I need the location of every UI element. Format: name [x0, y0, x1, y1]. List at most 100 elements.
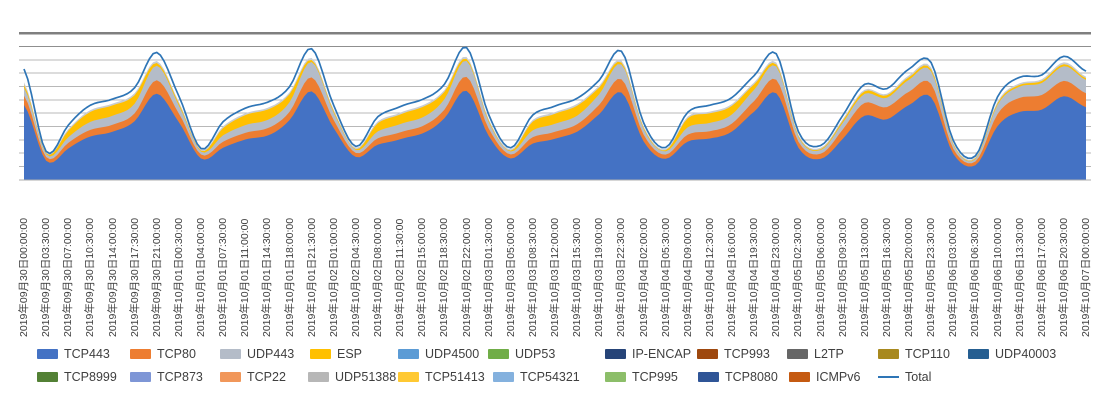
legend-label: UDP443	[247, 347, 295, 361]
x-tick-label: 2019年10月03日22:30:00	[615, 217, 628, 337]
x-tick-label: 2019年09月30日07:00:00	[62, 217, 75, 337]
legend-item-tcp8999: TCP8999	[37, 370, 117, 384]
x-tick-label: 2019年10月02日04:30:00	[349, 217, 362, 337]
stacked-areas	[24, 56, 1086, 180]
legend-color-swatch	[308, 372, 329, 382]
legend-label: TCP8080	[725, 370, 778, 384]
x-tick-label: 2019年10月03日19:00:00	[593, 217, 606, 337]
x-tick-label: 2019年10月01日18:00:00	[283, 217, 296, 337]
x-tick-label: 2019年10月02日11:30:00	[394, 218, 407, 337]
legend-color-swatch	[789, 372, 810, 382]
legend-color-swatch	[220, 349, 241, 359]
x-tick-label: 2019年10月04日23:00:00	[770, 217, 783, 337]
x-tick-label: 2019年10月03日12:00:00	[549, 217, 561, 337]
legend-label: TCP51413	[425, 370, 485, 384]
legend-item-total: Total	[878, 370, 931, 384]
legend-label: TCP22	[247, 370, 286, 384]
x-tick-label: 2019年10月04日09:00:00	[681, 217, 694, 337]
legend-item-tcp993: TCP993	[697, 347, 770, 361]
x-tick-label: 2019年10月06日03:00:00	[947, 217, 960, 337]
x-tick-label: 2019年10月04日05:30:00	[659, 217, 672, 337]
legend-item-l2tp: L2TP	[787, 347, 844, 361]
legend-color-swatch	[787, 349, 808, 359]
x-tick-label: 2019年10月07日00:00:00	[1080, 217, 1092, 337]
legend-label: TCP80	[157, 347, 196, 361]
legend-line-swatch	[878, 375, 899, 379]
legend-label: Total	[905, 370, 932, 384]
area-series-TCP443	[24, 90, 1086, 180]
legend-label: TCP54321	[520, 370, 580, 384]
legend-color-swatch	[398, 349, 419, 359]
x-tick-label: 2019年10月01日04:00:00	[195, 217, 207, 337]
legend-item-udp53: UDP53	[488, 347, 555, 361]
x-tick-label: 2019年09月30日14:00:00	[106, 217, 119, 337]
legend-color-swatch	[698, 372, 719, 382]
legend-color-swatch	[310, 349, 331, 359]
x-tick-label: 2019年09月30日00:00:00	[18, 217, 30, 337]
legend-item-tcp54321: TCP54321	[493, 370, 580, 384]
x-tick-label: 2019年10月04日16:00:00	[726, 217, 738, 337]
x-tick-label: 2019年10月04日12:30:00	[703, 217, 716, 337]
legend-label: IP-ENCAP	[632, 347, 692, 361]
x-tick-label: 2019年10月03日08:30:00	[526, 217, 539, 337]
legend-label: TCP993	[724, 347, 770, 361]
x-tick-label: 2019年09月30日10:30:00	[84, 217, 97, 337]
legend-label: ICMPv6	[816, 370, 861, 384]
x-tick-label: 2019年10月05日09:30:00	[836, 217, 849, 337]
legend-color-swatch	[220, 372, 241, 382]
legend-item-tcp443: TCP443	[37, 347, 110, 361]
x-tick-label: 2019年10月02日22:00:00	[460, 217, 473, 337]
legend-item-ip-encap: IP-ENCAP	[605, 347, 691, 361]
x-tick-label: 2019年10月01日14:30:00	[261, 217, 274, 337]
x-tick-label: 2019年10月03日05:00:00	[504, 217, 517, 337]
legend-item-udp51388: UDP51388	[308, 370, 396, 384]
legend-color-swatch	[398, 372, 419, 382]
legend-color-swatch	[488, 349, 509, 359]
x-tick-label: 2019年10月01日00:30:00	[172, 217, 185, 337]
legend-color-swatch	[605, 372, 626, 382]
x-tick-label: 2019年10月05日06:00:00	[814, 217, 827, 337]
x-tick-label: 2019年10月03日15:30:00	[571, 217, 584, 337]
x-tick-label: 2019年09月30日03:30:00	[40, 217, 53, 337]
legend-item-tcp110: TCP110	[878, 347, 950, 361]
x-tick-label: 2019年10月04日02:00:00	[637, 217, 650, 337]
legend-color-swatch	[605, 349, 626, 359]
legend-label: UDP53	[515, 347, 556, 361]
x-tick-label: 2019年10月02日15:00:00	[416, 217, 429, 337]
x-tick-label: 2019年10月01日07:30:00	[217, 217, 230, 337]
legend-color-swatch	[697, 349, 718, 359]
legend-label: UDP51388	[335, 370, 397, 384]
legend-item-udp443: UDP443	[220, 347, 294, 361]
legend-color-swatch	[878, 349, 899, 359]
legend-label: UDP40003	[995, 347, 1057, 361]
x-tick-label: 2019年09月30日21:00:00	[150, 217, 163, 337]
legend-item-tcp80: TCP80	[130, 347, 196, 361]
legend-color-swatch	[493, 372, 514, 382]
x-tick-label: 2019年10月02日01:00:00	[327, 217, 340, 337]
x-tick-label: 2019年10月04日19:30:00	[748, 217, 761, 337]
x-tick-label: 2019年10月06日20:30:00	[1057, 217, 1070, 337]
legend-item-esp: ESP	[310, 347, 362, 361]
x-tick-label: 2019年10月05日02:30:00	[792, 217, 805, 337]
legend-color-swatch	[130, 349, 151, 359]
legend-label: ESP	[337, 347, 363, 361]
x-tick-label: 2019年10月01日11:00:00	[239, 218, 252, 337]
x-tick-label: 2019年10月02日18:30:00	[438, 217, 451, 337]
legend-item-udp40003: UDP40003	[968, 347, 1056, 361]
x-tick-label: 2019年10月06日06:30:00	[969, 217, 982, 337]
x-tick-label: 2019年10月05日13:00:00	[858, 217, 871, 337]
legend-item-tcp51413: TCP51413	[398, 370, 485, 384]
total-line	[23, 46, 1087, 160]
x-tick-label: 2019年10月02日08:00:00	[372, 217, 384, 337]
x-tick-label: 2019年10月06日17:00:00	[1035, 217, 1048, 337]
x-tick-label: 2019年10月05日23:30:00	[925, 217, 938, 337]
legend-color-swatch	[37, 349, 58, 359]
legend-label: TCP8999	[64, 370, 117, 384]
legend-label: L2TP	[814, 347, 844, 361]
legend-item-tcp8080: TCP8080	[698, 370, 778, 384]
legend-color-swatch	[130, 372, 151, 382]
legend-item-udp4500: UDP4500	[398, 347, 479, 361]
x-tick-label: 2019年10月06日10:00:00	[991, 217, 1004, 337]
